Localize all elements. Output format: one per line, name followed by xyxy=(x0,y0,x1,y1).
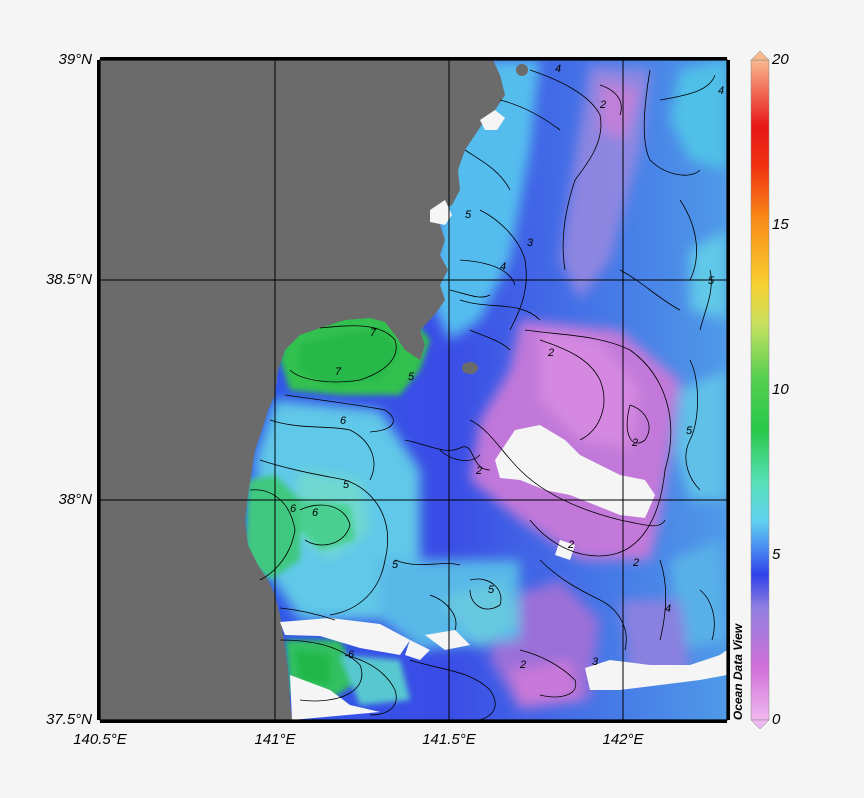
contour-label: 5 xyxy=(408,371,415,383)
contour-label: 4 xyxy=(500,261,506,273)
odv-branding-text: Ocean Data View xyxy=(731,623,745,721)
contour-label: 2 xyxy=(567,539,574,551)
colorbar-tick-label: 10 xyxy=(772,381,789,398)
lon-label: 140.5°E xyxy=(73,731,127,748)
lon-label: 141°E xyxy=(254,731,296,748)
contour-label: 5 xyxy=(465,209,472,221)
contour-label: 7 xyxy=(335,366,342,378)
grid-lines xyxy=(100,60,727,720)
contour-label: 2 xyxy=(547,347,554,359)
green-patches xyxy=(245,310,430,705)
map-panel: 7 7 6 6 6 5 5 5 6 5 4 3 4 2 4 2 2 2 2 2 xyxy=(100,60,727,720)
contour-label: 6 xyxy=(348,649,355,661)
contour-label: 3 xyxy=(527,237,534,249)
lat-label: 37.5°N xyxy=(45,711,92,728)
no-data-gaps xyxy=(280,110,727,720)
contour-label: 4 xyxy=(555,63,561,75)
odv-branding: Ocean Data View xyxy=(730,622,746,722)
contour-label: 4 xyxy=(665,603,671,615)
contour-labels: 7 7 6 6 6 5 5 5 6 5 4 3 4 2 4 2 2 2 2 2 xyxy=(290,63,724,671)
land-mass xyxy=(100,60,505,720)
lon-label: 142°E xyxy=(602,731,644,748)
contour-label: 2 xyxy=(519,659,526,671)
contour-label: 6 xyxy=(290,503,297,515)
frame-ticks xyxy=(97,57,730,723)
colorbar-tick-label: 15 xyxy=(772,216,789,233)
lat-label: 38.5°N xyxy=(45,271,92,288)
contour-label: 4 xyxy=(718,85,724,97)
contour-label: 5 xyxy=(343,479,350,491)
contour-label: 5 xyxy=(686,425,693,437)
contour-label: 2 xyxy=(632,557,639,569)
colorbar-tick-label: 5 xyxy=(772,546,781,563)
lat-label: 38°N xyxy=(58,491,92,508)
contour-label: 5 xyxy=(392,559,399,571)
colorbar-tick-label: 20 xyxy=(772,51,789,68)
contour-label: 6 xyxy=(340,415,347,427)
contour-label: 5 xyxy=(708,275,715,287)
contour-label: 2 xyxy=(631,437,638,449)
colorbar-tick-label: 0 xyxy=(772,711,781,728)
lat-label: 39°N xyxy=(58,51,92,68)
contour-lines xyxy=(249,69,716,720)
ocean-patches xyxy=(255,60,727,710)
contour-label: 7 xyxy=(370,327,377,339)
colorbar xyxy=(750,50,770,730)
lon-label: 141.5°E xyxy=(422,731,476,748)
contour-label: 5 xyxy=(488,584,495,596)
contour-label: 6 xyxy=(312,507,319,519)
contour-label: 3 xyxy=(592,656,599,668)
contour-label: 2 xyxy=(599,99,606,111)
contour-label: 2 xyxy=(475,465,482,477)
